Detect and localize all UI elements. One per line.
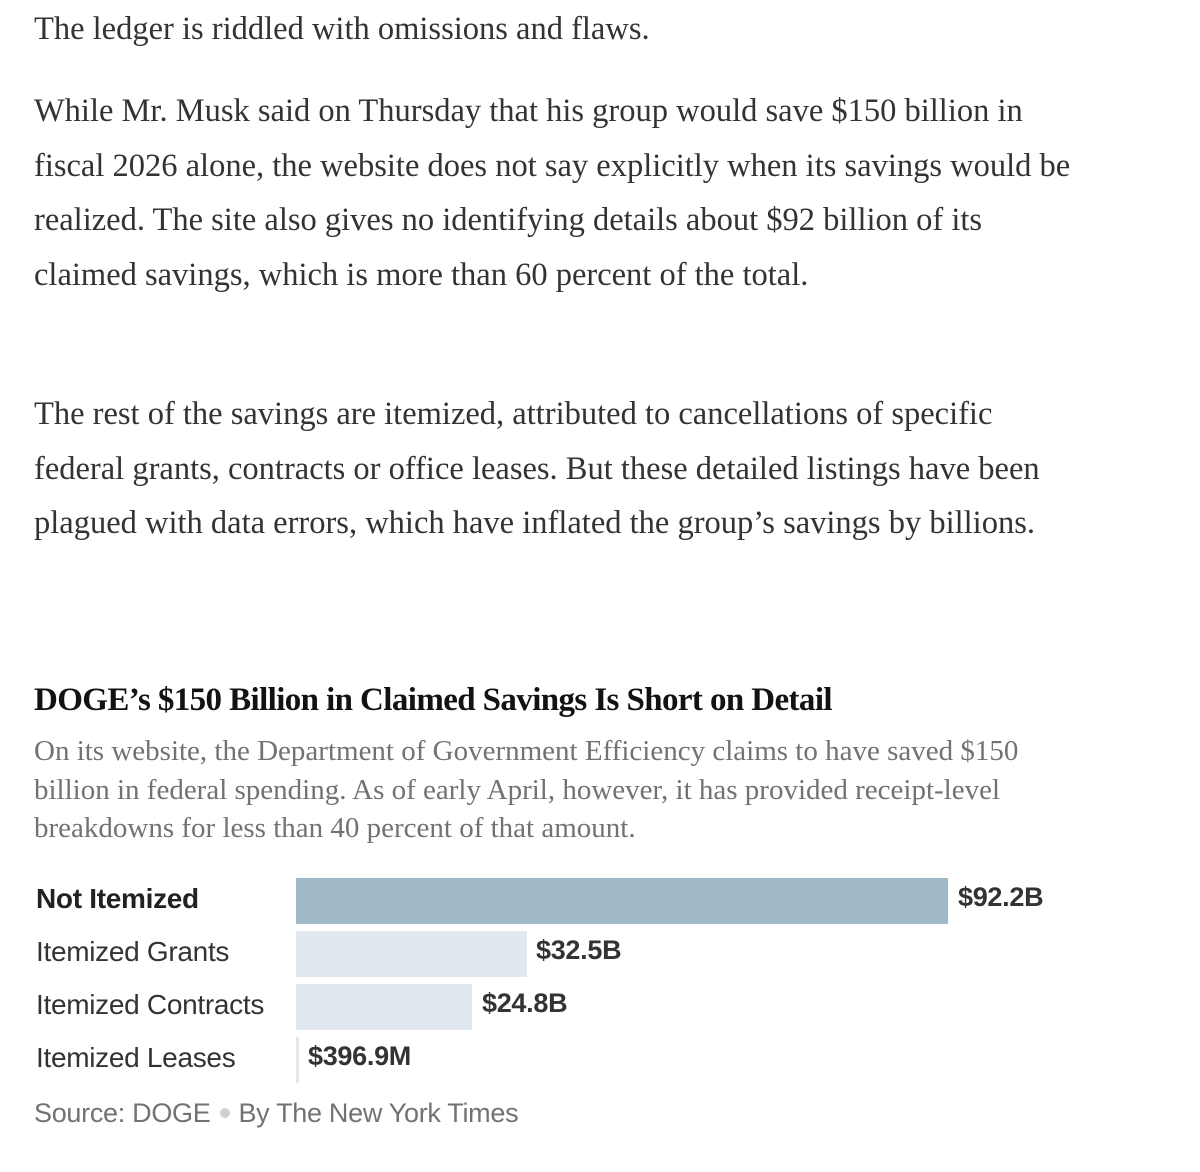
bar-itemized-leases [296,1037,299,1083]
bar-row-itemized-contracts: Itemized Contracts $24.8B [34,984,1134,1030]
chart-title: DOGE’s $150 Billion in Claimed Savings I… [34,682,833,718]
source-label: Source: DOGE [34,1098,211,1128]
bar-itemized-grants [296,931,527,977]
chart-subtitle: On its website, the Department of Govern… [34,735,1019,844]
bar-row-itemized-grants: Itemized Grants $32.5B [34,931,1134,977]
byline: By The New York Times [238,1098,519,1128]
bar-label: Itemized Grants [36,936,230,967]
bar-value: $92.2B [958,882,1044,912]
bar-not-itemized [296,878,948,924]
bar-value: $24.8B [482,988,568,1018]
chart-source: Source: DOGE By The New York Times [34,1098,519,1129]
bar-label: Not Itemized [36,883,199,914]
bar-label: Itemized Leases [36,1042,236,1073]
bar-row-not-itemized: Not Itemized $92.2B [34,878,1134,924]
article-paragraph-1: The ledger is riddled with omissions and… [34,11,650,47]
article-paragraph-2: While Mr. Musk said on Thursday that his… [34,93,1071,293]
bar-value: $396.9M [308,1041,411,1071]
bar-label: Itemized Contracts [36,989,265,1020]
bar-itemized-contracts [296,984,472,1030]
bar-row-itemized-leases: Itemized Leases $396.9M [34,1037,1134,1083]
bar-value: $32.5B [536,935,622,965]
separator-dot-icon [220,1107,231,1118]
article-paragraph-3: The rest of the savings are itemized, at… [34,396,1040,541]
